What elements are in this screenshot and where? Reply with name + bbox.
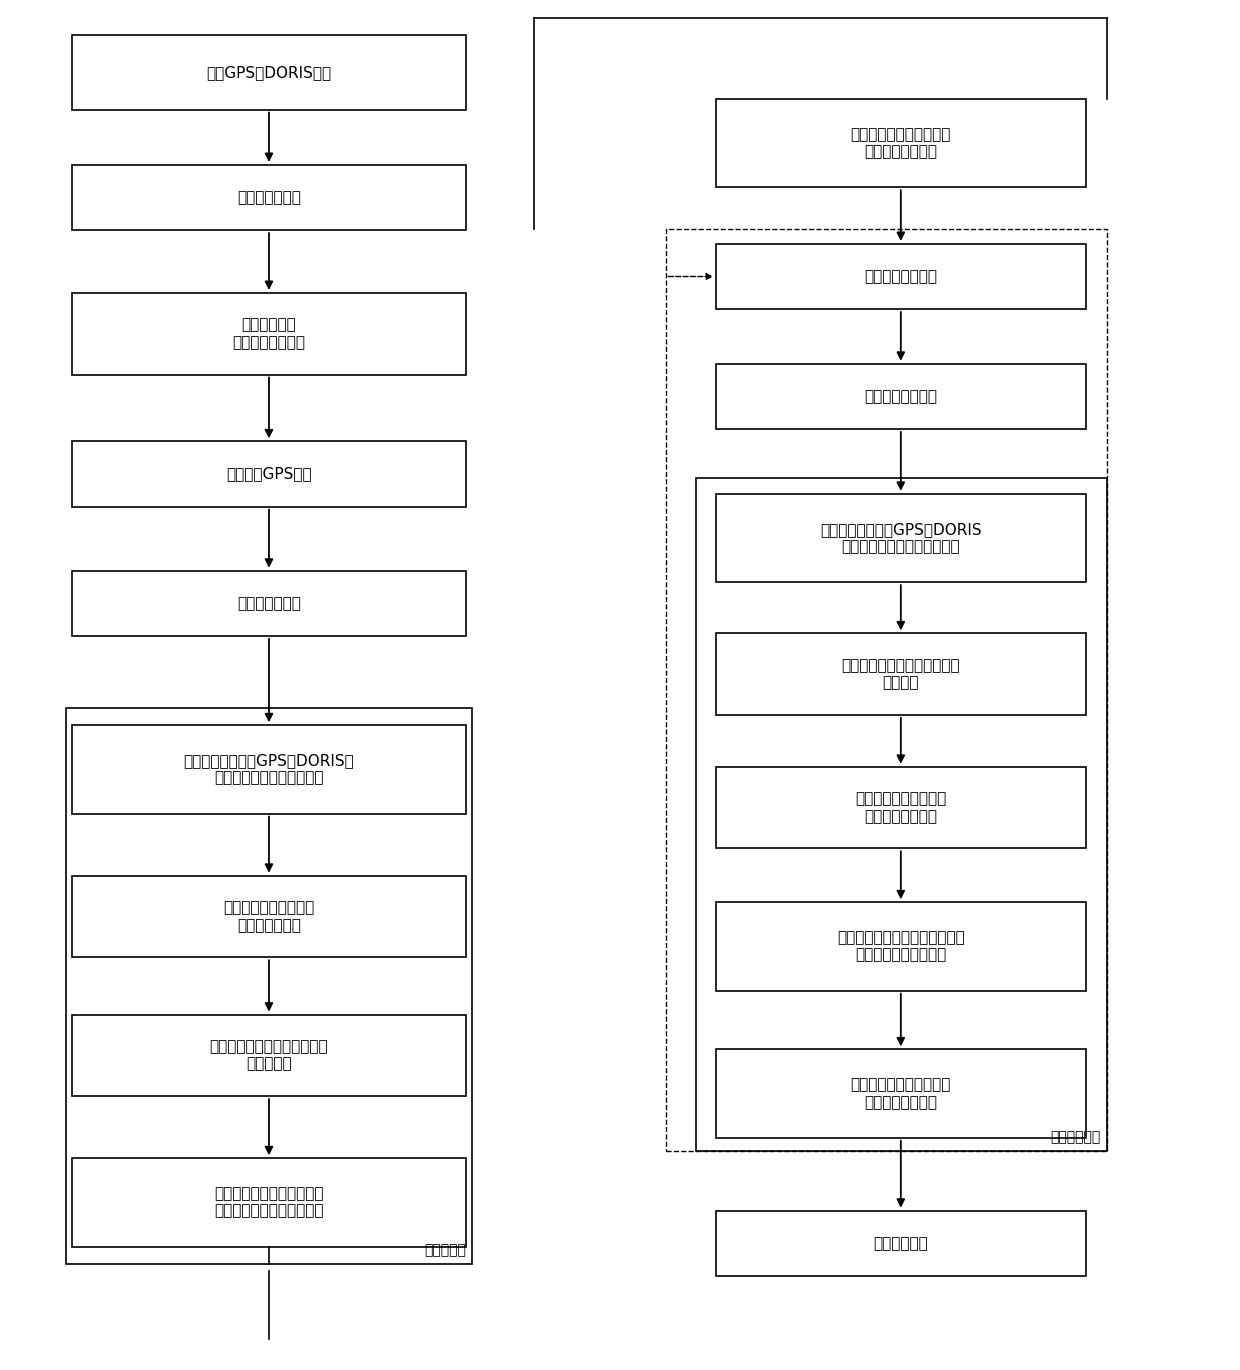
- Bar: [666, 229, 1106, 1151]
- Bar: [715, 633, 1085, 715]
- Bar: [715, 1049, 1085, 1137]
- Text: 轨道控制结束: 轨道控制结束: [873, 1236, 929, 1251]
- Bar: [66, 708, 472, 1263]
- Text: 变轨过程中卫星采用动量轮进
行姿态控制: 变轨过程中卫星采用动量轮进 行姿态控制: [210, 1040, 329, 1071]
- Text: 对轨控发动机进行标定，
得到初始标定系数: 对轨控发动机进行标定， 得到初始标定系数: [851, 127, 951, 159]
- Bar: [72, 34, 466, 110]
- Text: 正式变轨过程: 正式变轨过程: [1050, 1130, 1100, 1144]
- Bar: [72, 1015, 466, 1096]
- Text: 上注正式变轨指令: 上注正式变轨指令: [864, 389, 937, 404]
- Bar: [72, 293, 466, 374]
- Bar: [72, 875, 466, 958]
- Bar: [72, 725, 466, 814]
- Text: 试变轨过程: 试变轨过程: [424, 1243, 466, 1256]
- Bar: [72, 571, 466, 636]
- Text: 变轨过程中卫星采用动
量轮进行姿态控制: 变轨过程中卫星采用动 量轮进行姿态控制: [856, 792, 946, 823]
- Bar: [72, 441, 466, 507]
- Text: 变轨过程中卫星采用星敏陀螺
定姿模式: 变轨过程中卫星采用星敏陀螺 定姿模式: [842, 658, 960, 690]
- Text: 上注星敏定姿
动量轮控制磁卸载: 上注星敏定姿 动量轮控制磁卸载: [232, 318, 305, 349]
- Bar: [715, 767, 1085, 848]
- Text: 变轨过程中将双频GPS和DORIS
的定轨数据引入卫星控制系统: 变轨过程中将双频GPS和DORIS 的定轨数据引入卫星控制系统: [820, 522, 982, 553]
- Text: 变轨过程中卫星采用磁力矩
器卸载动量轮的偏差角动量: 变轨过程中卫星采用磁力矩 器卸载动量轮的偏差角动量: [215, 1186, 324, 1219]
- Bar: [72, 164, 466, 230]
- Bar: [715, 363, 1085, 429]
- Bar: [697, 478, 1106, 1151]
- Text: 变轨过程中卫星采用星
敏陀螺定姿模式: 变轨过程中卫星采用星 敏陀螺定姿模式: [223, 900, 315, 933]
- Bar: [715, 1211, 1085, 1275]
- Bar: [715, 493, 1085, 582]
- Text: 上注引入GPS定轨: 上注引入GPS定轨: [226, 466, 311, 481]
- Bar: [715, 99, 1085, 188]
- Text: 变轨过程中卫星采用磁力矩器卸
载动量轮的偏差角动量: 变轨过程中卫星采用磁力矩器卸 载动量轮的偏差角动量: [837, 930, 965, 963]
- Bar: [72, 1158, 466, 1247]
- Text: 对轨控发动机进行标定，
得到新的标定系数: 对轨控发动机进行标定， 得到新的标定系数: [851, 1077, 951, 1110]
- Bar: [715, 903, 1085, 991]
- Text: 双频GPS和DORIS定轨: 双频GPS和DORIS定轨: [206, 64, 331, 79]
- Text: 变轨过程中将双频GPS和DORIS的
定轨数据引入卫星控制系统: 变轨过程中将双频GPS和DORIS的 定轨数据引入卫星控制系统: [184, 754, 355, 785]
- Bar: [715, 244, 1085, 310]
- Text: 上注试变轨指令: 上注试变轨指令: [237, 596, 301, 611]
- Text: 制定试变轨策略: 制定试变轨策略: [237, 190, 301, 205]
- Text: 制定正式变轨策略: 制定正式变轨策略: [864, 269, 937, 284]
